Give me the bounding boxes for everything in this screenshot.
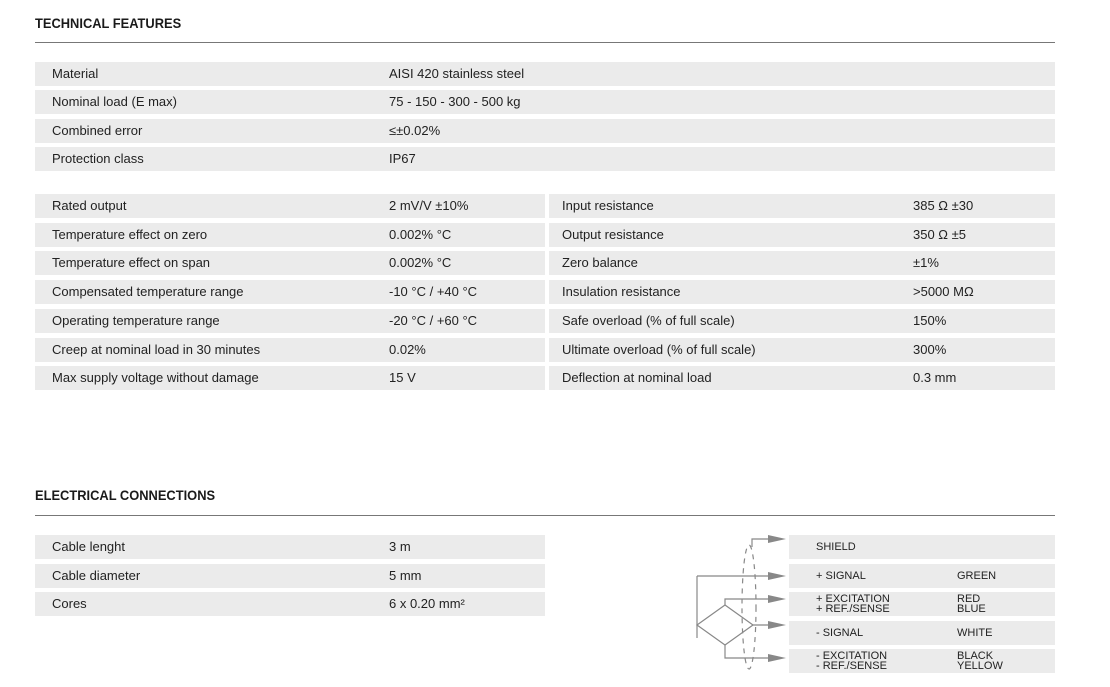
spec-row: Material AISI 420 stainless steel [35,62,1055,86]
spec-value: ≤±0.02% [389,122,441,138]
spec-label: Deflection at nominal load [562,370,712,386]
spec-label: Temperature effect on zero [52,226,208,242]
wiring-row: SHIELD [789,535,1055,559]
spec-row: Combined error ≤±0.02% [35,118,1055,143]
wiring-row: + EXCITATION + REF./SENSE RED BLUE [789,592,1055,616]
wiring-row: + SIGNAL GREEN [789,563,1055,588]
divider [35,42,1055,43]
wire-color-1: RED [957,593,981,605]
spec-value: 15 V [389,370,416,386]
cable-row: Cable diameter 5 mm [35,563,545,588]
wire-color: BLACK YELLOW [957,650,1003,672]
spec-label: Material [52,66,99,81]
spec-value: 150% [913,312,947,328]
wire-signal: + SIGNAL [816,569,866,582]
spec-value: AISI 420 stainless steel [389,66,525,81]
spec-label: Operating temperature range [52,312,220,328]
wire-signal: SHIELD [816,541,856,553]
section-title-electrical: ELECTRICAL CONNECTIONS [35,487,216,503]
wiring-row: - SIGNAL WHITE [789,620,1055,645]
spec-row: Insulation resistance >5000 MΩ [549,280,1055,305]
spec-value: 0.02% [389,341,426,357]
spec-value: >5000 MΩ [913,284,974,300]
spec-label: Insulation resistance [562,284,681,300]
spec-value: 2 mV/V ±10% [389,198,469,213]
divider [35,515,1055,516]
spec-label: Max supply voltage without damage [52,370,259,386]
wiring-row: - EXCITATION - REF./SENSE BLACK YELLOW [789,649,1055,673]
wire-color: RED BLUE [957,593,986,615]
spec-value: 0.3 mm [913,370,957,386]
spec-row: Safe overload (% of full scale) 150% [549,308,1055,333]
spec-value: -10 °C / +40 °C [389,284,478,300]
spec-value: 6 x 0.20 mm² [389,596,465,611]
spec-row: Creep at nominal load in 30 minutes 0.02% [35,337,545,362]
wiring-diagram [695,535,786,670]
spec-value: 5 mm [389,567,422,583]
spec-label: Safe overload (% of full scale) [562,312,735,328]
spec-value: 350 Ω ±5 [913,226,966,242]
wire-signal-1: - EXCITATION [816,650,888,662]
spec-row: Zero balance ±1% [549,251,1055,276]
spec-row: Max supply voltage without damage 15 V [35,366,545,391]
spec-label: Temperature effect on span [52,255,211,271]
section-title-technical: TECHNICAL FEATURES [35,15,182,31]
spec-value: IP67 [389,150,416,166]
spec-value: 75 - 150 - 300 - 500 kg [389,94,521,110]
wire-color: GREEN [957,569,997,582]
spec-label: Protection class [52,150,144,166]
spec-value: 0.002% °C [389,255,452,271]
spec-row: Output resistance 350 Ω ±5 [549,222,1055,247]
spec-value: ±1% [913,255,939,271]
spec-row: Rated output 2 mV/V ±10% [35,194,545,218]
wire-color-2: YELLOW [957,660,1003,672]
spec-label: Ultimate overload (% of full scale) [562,341,756,357]
spec-row: Temperature effect on span 0.002% °C [35,251,545,276]
spec-label: Input resistance [562,198,654,213]
cable-row: Cores 6 x 0.20 mm² [35,592,545,616]
spec-label: Combined error [52,122,143,138]
wire-color-1: BLACK [957,650,994,662]
wire-signal: - SIGNAL [816,626,864,639]
spec-row: Deflection at nominal load 0.3 mm [549,366,1055,391]
spec-row: Temperature effect on zero 0.002% °C [35,222,545,247]
spec-label: Zero balance [562,255,638,271]
spec-label: Creep at nominal load in 30 minutes [52,341,261,357]
spec-label: Cable lenght [52,539,125,554]
spec-row: Nominal load (E max) 75 - 150 - 300 - 500… [35,90,1055,115]
wire-signal: - EXCITATION - REF./SENSE [816,650,888,672]
spec-label: Compensated temperature range [52,284,244,300]
spec-label: Output resistance [562,226,664,242]
spec-value: 300% [913,341,947,357]
spec-row: Protection class IP67 [35,146,1055,171]
spec-value: 0.002% °C [389,226,452,242]
spec-label: Cores [52,596,87,611]
spec-row: Input resistance 385 Ω ±30 [549,194,1055,218]
spec-value: 385 Ω ±30 [913,198,974,213]
wire-signal-2: + REF./SENSE [816,603,890,615]
spec-row: Compensated temperature range -10 °C / +4… [35,280,545,305]
cable-row: Cable lenght 3 m [35,535,545,559]
spec-row: Operating temperature range -20 °C / +60 … [35,308,545,333]
spec-value: -20 °C / +60 °C [389,312,478,328]
spec-label: Rated output [52,198,127,213]
spec-label: Nominal load (E max) [52,94,177,110]
spec-label: Cable diameter [52,567,141,583]
wire-signal-2: - REF./SENSE [816,660,887,672]
wire-signal-1: + EXCITATION [816,593,890,605]
spec-row: Ultimate overload (% of full scale) 300% [549,337,1055,362]
wire-color: WHITE [957,626,993,639]
wire-signal: + EXCITATION + REF./SENSE [816,593,890,615]
wire-color-2: BLUE [957,603,986,615]
spec-value: 3 m [389,539,411,554]
